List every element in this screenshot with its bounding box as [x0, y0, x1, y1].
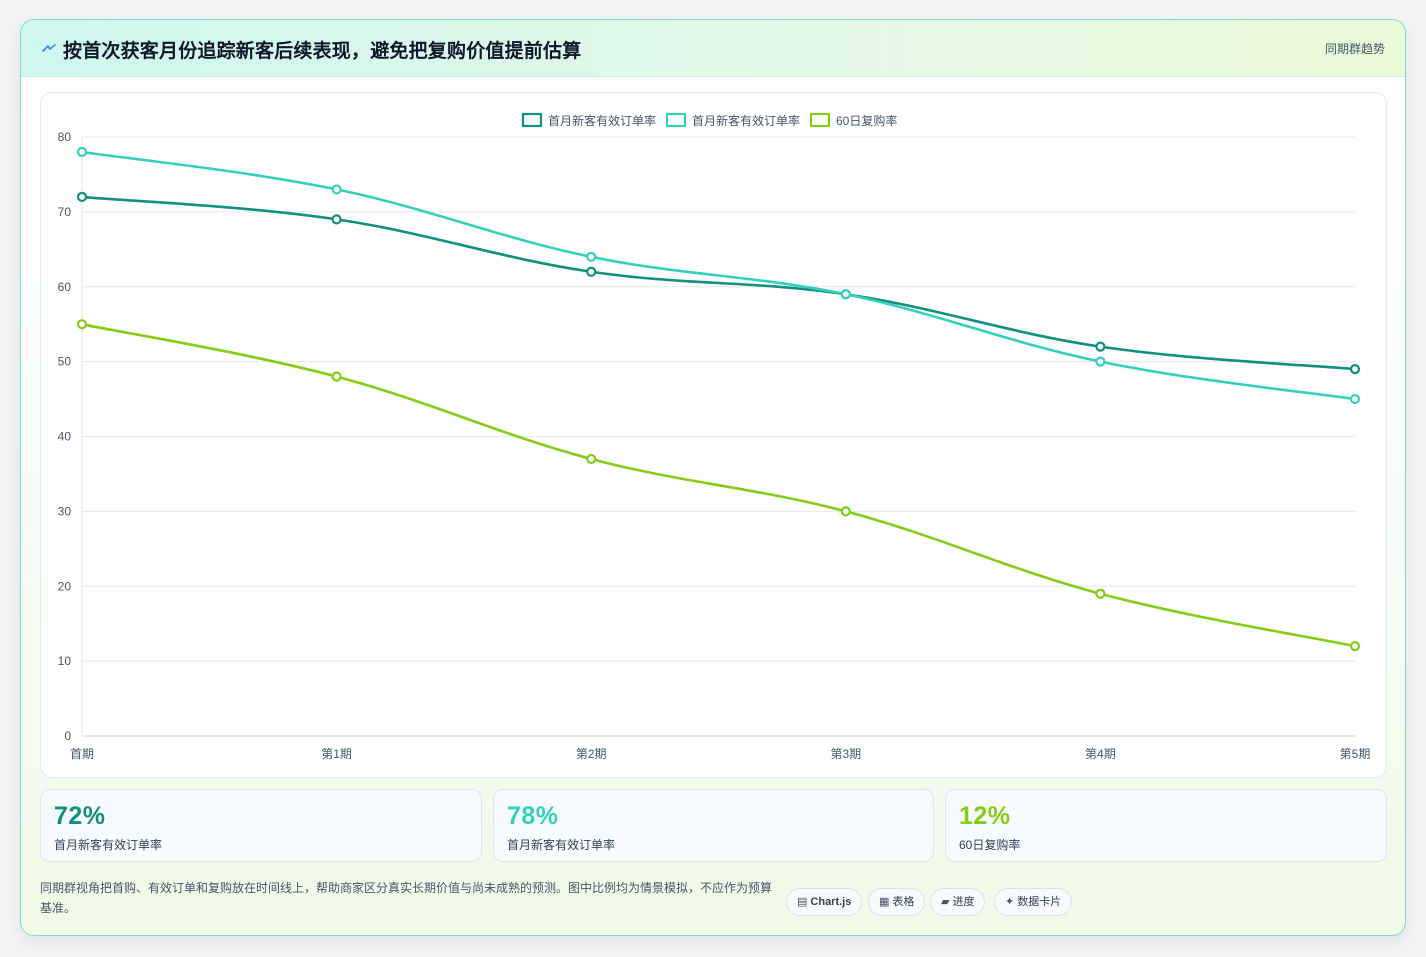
- chip-table[interactable]: ▦ 表格: [868, 888, 926, 916]
- legend-swatch: [665, 112, 687, 128]
- x-tick-label: 首期: [70, 747, 94, 761]
- y-tick-label: 10: [58, 654, 72, 668]
- x-tick-label: 第2期: [576, 747, 607, 761]
- chip-label: 表格: [892, 896, 915, 908]
- progress-icon: ▰: [941, 896, 950, 908]
- x-tick-label: 第5期: [1340, 747, 1371, 761]
- chart-icon: ▤: [797, 896, 808, 908]
- data-point: [331, 184, 342, 195]
- data-point: [331, 371, 342, 382]
- y-tick-label: 0: [64, 729, 71, 743]
- data-point: [1095, 341, 1106, 352]
- page-title: 按首次获客月份追踪新客后续表现，避免把复购价值提前估算: [63, 41, 582, 62]
- data-point: [840, 289, 851, 300]
- stat-card-0: 72% 首月新客有效订单率: [40, 789, 482, 862]
- line-chart: 0 10 20 30 40 50 60 70 80 首期 第1期 第2期 第3期 第4期 第5期 首月新客有效…: [58, 112, 1371, 761]
- y-tick-label: 80: [58, 130, 72, 144]
- y-tick-label: 70: [58, 205, 72, 219]
- y-tick-label: 50: [58, 355, 72, 369]
- chip-chartjs[interactable]: ▤ Chart.js: [786, 888, 863, 916]
- x-tick-label: 第4期: [1085, 747, 1116, 761]
- data-point: [76, 146, 88, 158]
- legend-label: 首月新客有效订单率: [548, 113, 656, 128]
- cohort-card: 按首次获客月份追踪新客后续表现，避免把复购价值提前估算 同期群趋势 0 10 20 3…: [20, 19, 1406, 936]
- stat-value: 72%: [54, 802, 106, 830]
- data-point: [1349, 364, 1361, 375]
- data-point: [76, 191, 88, 203]
- card-header: 按首次获客月份追踪新客后续表现，避免把复购价值提前估算 同期群趋势: [21, 20, 1405, 77]
- series-line-2: [81, 322, 1356, 648]
- legend-swatch: [521, 112, 543, 128]
- stat-label: 60日复购率: [959, 838, 1021, 852]
- sparkle-icon: ✦: [1005, 896, 1015, 908]
- y-tick-label: 40: [58, 430, 72, 444]
- chip-label: Chart.js: [810, 896, 852, 908]
- bolt-icon: [42, 44, 56, 52]
- legend-label: 60日复购率: [836, 113, 897, 128]
- chip-label: 数据卡片: [1017, 896, 1062, 908]
- stat-value: 78%: [507, 802, 559, 830]
- chip-label: 进度: [952, 896, 975, 908]
- data-point: [586, 453, 597, 465]
- data-point: [586, 251, 597, 262]
- y-tick-label: 30: [58, 504, 72, 518]
- table-icon: ▦: [879, 896, 890, 908]
- x-tick-label: 第1期: [321, 747, 352, 761]
- stat-value: 12%: [959, 802, 1011, 830]
- data-point: [840, 506, 851, 517]
- y-tick-label: 60: [58, 280, 72, 294]
- data-point: [76, 319, 88, 330]
- x-tick-label: 第3期: [830, 747, 861, 761]
- legend-label: 首月新客有效订单率: [692, 113, 800, 128]
- stat-label: 首月新客有效订单率: [507, 838, 616, 852]
- data-point: [1095, 356, 1106, 367]
- legend-swatch: [809, 112, 831, 128]
- chip-datacard[interactable]: ✦ 数据卡片: [994, 888, 1073, 916]
- data-point: [586, 266, 597, 277]
- stat-card-2: 12% 60日复购率: [945, 789, 1387, 862]
- data-point: [331, 214, 342, 225]
- data-point: [1349, 393, 1361, 405]
- series-line-1: [81, 150, 1356, 401]
- stat-card-1: 78% 首月新客有效订单率: [493, 789, 934, 862]
- series-line-0: [81, 195, 1356, 371]
- data-point: [1095, 588, 1106, 599]
- header-tag: 同期群趋势: [1324, 42, 1385, 56]
- chip-progress[interactable]: ▰ 进度: [930, 888, 986, 916]
- footnote: 同期群视角把首购、有效订单和复购放在时间线上，帮助商家区分真实长期价值与尚未成熟…: [40, 881, 773, 915]
- stat-label: 首月新客有效订单率: [54, 838, 163, 852]
- y-tick-label: 20: [58, 579, 72, 593]
- data-point: [1349, 641, 1361, 652]
- chart-panel: 0 10 20 30 40 50 60 70 80 首期 第1期 第2期 第3期 第4期 第5期 首月新客有效…: [40, 92, 1387, 778]
